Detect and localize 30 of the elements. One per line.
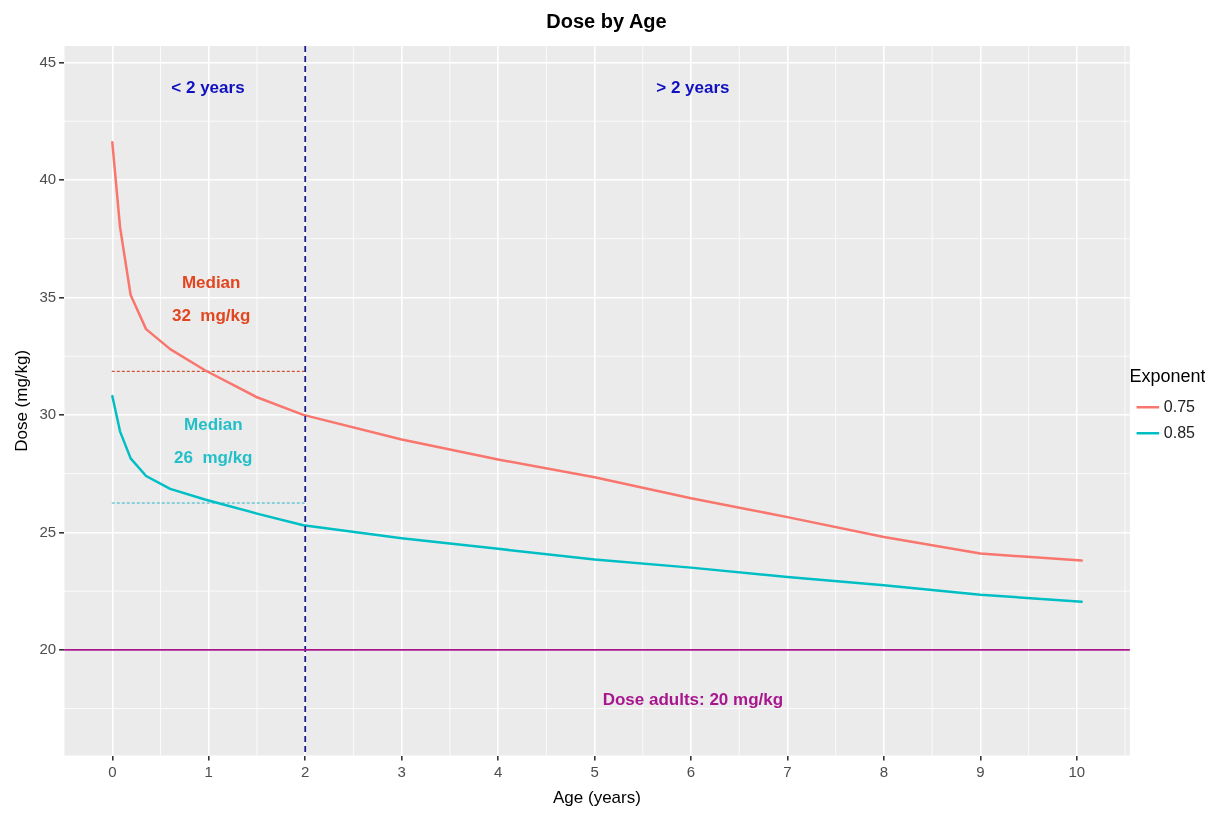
annotation: 26 mg/kg	[174, 447, 253, 467]
y-tick-label: 35	[39, 287, 57, 305]
legend-title: Exponent	[1129, 365, 1206, 386]
annotation: < 2 years	[171, 78, 245, 98]
x-tick-label: 1	[204, 762, 213, 780]
y-tick-label: 40	[39, 170, 57, 188]
x-axis-title: Age (years)	[553, 788, 641, 808]
legend-label: 0.75	[1163, 397, 1196, 415]
y-tick-label: 30	[39, 405, 57, 423]
x-tick-label: 0	[108, 762, 117, 780]
annotation: > 2 years	[656, 78, 730, 98]
x-tick-label: 4	[493, 762, 503, 780]
annotation: 32 mg/kg	[171, 306, 251, 326]
annotation: Median	[181, 272, 241, 292]
x-tick-label: 5	[590, 762, 599, 780]
y-axis-title: Dose (mg/kg)	[11, 349, 31, 452]
legend-label: 0.85	[1163, 423, 1196, 441]
chart-title: Dose by Age	[546, 9, 667, 32]
x-tick-label: 8	[879, 762, 889, 780]
y-tick-label: 45	[39, 52, 57, 70]
ref-line-label: Dose adults: 20 mg/kg	[602, 689, 784, 709]
x-tick-label: 7	[783, 762, 792, 780]
annotation: Median	[184, 415, 243, 435]
x-tick-label: 10	[1068, 762, 1086, 780]
y-tick-label: 20	[39, 640, 57, 658]
x-tick-label: 3	[397, 762, 406, 780]
x-tick-label: 6	[686, 762, 696, 780]
x-tick-label: 2	[301, 762, 310, 780]
x-tick-label: 9	[976, 762, 985, 780]
y-tick-label: 25	[39, 522, 57, 540]
